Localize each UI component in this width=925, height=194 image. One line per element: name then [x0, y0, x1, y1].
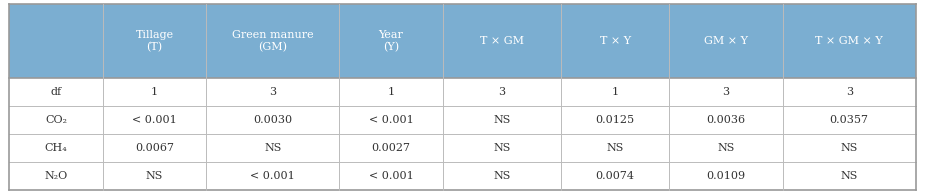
- Text: 0.0030: 0.0030: [253, 115, 292, 125]
- Text: 3: 3: [845, 87, 853, 97]
- Text: NS: NS: [841, 143, 857, 153]
- Bar: [443, 106, 561, 134]
- Text: < 0.001: < 0.001: [369, 171, 413, 181]
- Bar: [670, 106, 783, 134]
- Bar: [206, 78, 339, 106]
- Text: 0.0109: 0.0109: [707, 171, 746, 181]
- Bar: [443, 78, 561, 106]
- Text: 0.0125: 0.0125: [596, 115, 635, 125]
- Text: CO₂: CO₂: [45, 115, 67, 125]
- Text: NS: NS: [493, 171, 511, 181]
- Bar: [103, 134, 206, 162]
- Text: Green manure
(GM): Green manure (GM): [232, 30, 314, 53]
- Text: 1: 1: [151, 87, 158, 97]
- Bar: [561, 78, 670, 106]
- Bar: [783, 134, 916, 162]
- Text: NS: NS: [841, 171, 857, 181]
- Text: GM × Y: GM × Y: [704, 36, 748, 46]
- Bar: [103, 4, 206, 78]
- Bar: [339, 162, 443, 190]
- Bar: [206, 134, 339, 162]
- Text: 0.0074: 0.0074: [596, 171, 635, 181]
- Text: < 0.001: < 0.001: [369, 115, 413, 125]
- Text: 1: 1: [388, 87, 395, 97]
- Text: NS: NS: [493, 143, 511, 153]
- Bar: [783, 106, 916, 134]
- Text: 0.0357: 0.0357: [830, 115, 869, 125]
- Bar: [206, 162, 339, 190]
- Bar: [783, 162, 916, 190]
- Bar: [561, 134, 670, 162]
- Text: 3: 3: [269, 87, 277, 97]
- Text: < 0.001: < 0.001: [251, 171, 295, 181]
- Text: 0.0036: 0.0036: [707, 115, 746, 125]
- Text: T × Y: T × Y: [599, 36, 631, 46]
- Text: Tillage
(T): Tillage (T): [136, 30, 174, 53]
- Text: df: df: [51, 87, 62, 97]
- Bar: [783, 4, 916, 78]
- Bar: [443, 134, 561, 162]
- Bar: [9, 162, 103, 190]
- Bar: [670, 162, 783, 190]
- Text: NS: NS: [146, 171, 164, 181]
- Bar: [339, 78, 443, 106]
- Text: T × GM × Y: T × GM × Y: [815, 36, 883, 46]
- Bar: [783, 78, 916, 106]
- Text: 3: 3: [722, 87, 730, 97]
- Text: 3: 3: [499, 87, 505, 97]
- Bar: [443, 4, 561, 78]
- Bar: [670, 4, 783, 78]
- Text: N₂O: N₂O: [44, 171, 68, 181]
- Text: < 0.001: < 0.001: [132, 115, 177, 125]
- Text: NS: NS: [265, 143, 281, 153]
- Text: 0.0027: 0.0027: [372, 143, 411, 153]
- Bar: [443, 162, 561, 190]
- Bar: [561, 4, 670, 78]
- Bar: [670, 134, 783, 162]
- Bar: [206, 4, 339, 78]
- Bar: [206, 106, 339, 134]
- Bar: [103, 106, 206, 134]
- Text: CH₄: CH₄: [44, 143, 68, 153]
- Bar: [9, 78, 103, 106]
- Text: NS: NS: [493, 115, 511, 125]
- Bar: [103, 78, 206, 106]
- Bar: [339, 134, 443, 162]
- Bar: [561, 162, 670, 190]
- Bar: [9, 134, 103, 162]
- Text: NS: NS: [607, 143, 624, 153]
- Bar: [103, 162, 206, 190]
- Bar: [339, 4, 443, 78]
- Bar: [670, 78, 783, 106]
- Text: T × GM: T × GM: [480, 36, 524, 46]
- Text: NS: NS: [718, 143, 734, 153]
- Bar: [339, 106, 443, 134]
- Bar: [9, 106, 103, 134]
- Bar: [561, 106, 670, 134]
- Bar: [9, 4, 103, 78]
- Text: 1: 1: [611, 87, 619, 97]
- Text: Year
(Y): Year (Y): [378, 30, 403, 53]
- Text: 0.0067: 0.0067: [135, 143, 174, 153]
